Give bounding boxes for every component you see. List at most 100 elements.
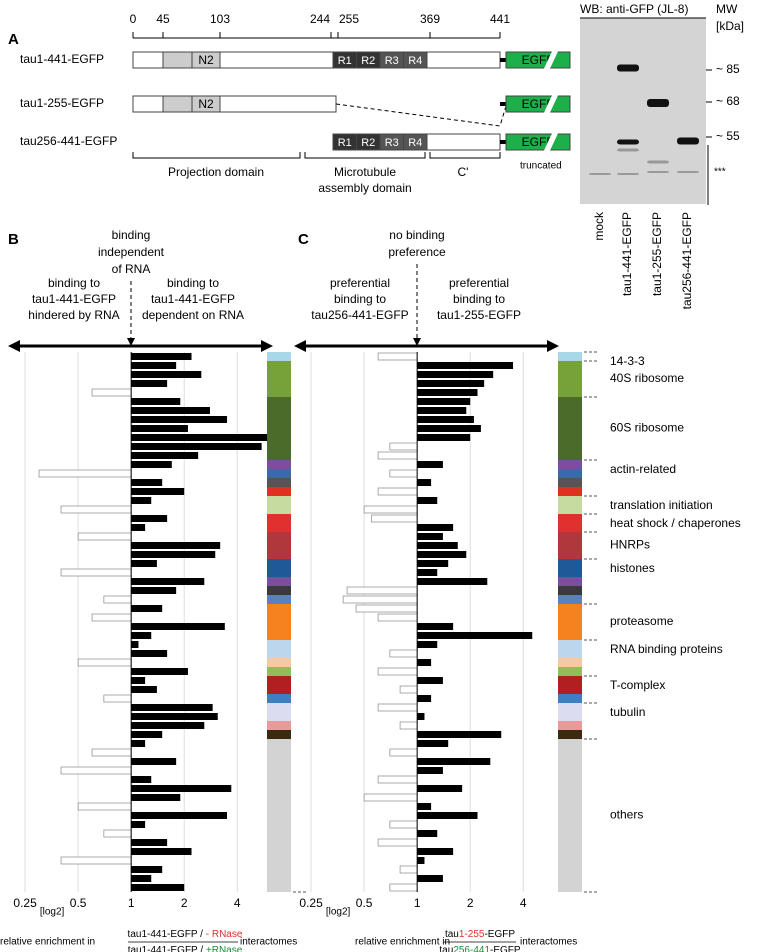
- group-segment: [558, 496, 582, 514]
- group-segment: [267, 658, 291, 667]
- mw-marker: ~ 85: [716, 62, 740, 76]
- footer-fraction: tau1-255-EGFP: [445, 929, 515, 940]
- bar: [371, 514, 418, 523]
- mw-marker: ~ 68: [716, 94, 740, 108]
- region-bracket: [132, 152, 301, 159]
- bar: [417, 524, 454, 531]
- x-tick-label: 2: [467, 896, 474, 910]
- slash: [543, 132, 559, 152]
- group-segment: [267, 469, 291, 478]
- group-segment: [267, 640, 291, 658]
- group-label: proteasome: [610, 614, 674, 628]
- group-segment: [558, 586, 582, 595]
- group-segment: [558, 559, 582, 577]
- band: [589, 173, 611, 175]
- group-label: T-complex: [610, 678, 665, 692]
- scale-label: 103: [210, 12, 230, 26]
- bar: [131, 686, 157, 693]
- bar: [417, 371, 494, 378]
- blot-title: WB: anti-GFP (JL-8): [580, 2, 688, 16]
- group-label: others: [610, 808, 643, 822]
- arrowhead: [413, 338, 421, 346]
- bar: [131, 776, 152, 783]
- bar: [131, 785, 232, 792]
- group-label: translation initiation: [610, 498, 713, 512]
- bar: [131, 866, 163, 873]
- bar: [60, 505, 132, 514]
- bar: [377, 487, 418, 496]
- group-segment: [558, 352, 582, 361]
- bar: [131, 713, 218, 720]
- deletion: [499, 105, 507, 127]
- footer-part: tau: [445, 929, 459, 940]
- footer-part: -EGFP: [484, 929, 515, 940]
- bar: [131, 587, 177, 594]
- footer-part: 256-441: [453, 945, 490, 952]
- bar: [417, 560, 449, 567]
- bar: [377, 613, 418, 622]
- header-text: tau1-441-EGFP: [32, 292, 116, 306]
- domain-box: [403, 51, 428, 69]
- bar: [131, 398, 181, 405]
- bar: [131, 677, 146, 684]
- bar: [131, 488, 185, 495]
- footer-fraction: tau1-441-EGFP / - RNase: [128, 929, 243, 940]
- bar: [131, 668, 188, 675]
- bar: [103, 694, 132, 703]
- group-label: 60S ribosome: [610, 421, 684, 435]
- x-tick-label: 1: [414, 896, 421, 910]
- bar: [417, 875, 443, 882]
- domain-label: R1: [338, 55, 352, 67]
- domain-label: R1: [338, 137, 352, 149]
- domain-label: EGFP: [522, 135, 555, 149]
- domain-box: [191, 51, 221, 69]
- footer-part: tau1-441-EGFP /: [128, 945, 206, 952]
- bar: [417, 569, 438, 576]
- bar: [131, 479, 163, 486]
- bar: [131, 839, 168, 846]
- bar: [131, 524, 146, 531]
- bar: [417, 830, 438, 837]
- bar: [377, 667, 418, 676]
- mw-header: [kDa]: [716, 19, 744, 33]
- group-segment: [267, 397, 291, 460]
- group-label: 40S ribosome: [610, 371, 684, 385]
- group-segment: [267, 721, 291, 730]
- bar: [417, 578, 488, 585]
- bar: [91, 613, 132, 622]
- bar: [363, 793, 418, 802]
- domain-label: EGFP: [522, 97, 555, 111]
- construct-name: tau1-441-EGFP: [20, 52, 104, 66]
- bar: [38, 469, 132, 478]
- footer-part: tau: [439, 945, 453, 952]
- bar: [417, 812, 478, 819]
- bar: [131, 362, 177, 369]
- x-tick-label: 0.25: [299, 896, 323, 910]
- x-tick-label: 4: [520, 896, 527, 910]
- footer-part: 1-255: [459, 929, 485, 940]
- bar: [417, 362, 514, 369]
- bar: [417, 497, 438, 504]
- group-segment: [558, 739, 582, 892]
- domain-label: R4: [408, 137, 422, 149]
- bar: [131, 515, 168, 522]
- bar: [417, 416, 474, 423]
- deletion: [335, 103, 501, 127]
- bar: [377, 838, 418, 847]
- bar: [417, 398, 471, 405]
- bar: [131, 875, 152, 882]
- group-segment: [558, 640, 582, 658]
- header-text: binding to: [167, 276, 219, 290]
- group-segment: [558, 460, 582, 469]
- footer-fraction: tau1-441-EGFP / +RNase: [128, 945, 243, 952]
- header-text: binding to: [48, 276, 100, 290]
- bar: [417, 632, 533, 639]
- group-segment: [267, 478, 291, 487]
- region-label: Microtubule: [334, 165, 396, 179]
- lane-label: tau1-255-EGFP: [650, 212, 664, 296]
- group-segment: [558, 478, 582, 487]
- group-segment: [267, 361, 291, 397]
- bar: [60, 856, 132, 865]
- region-label: C': [458, 165, 469, 179]
